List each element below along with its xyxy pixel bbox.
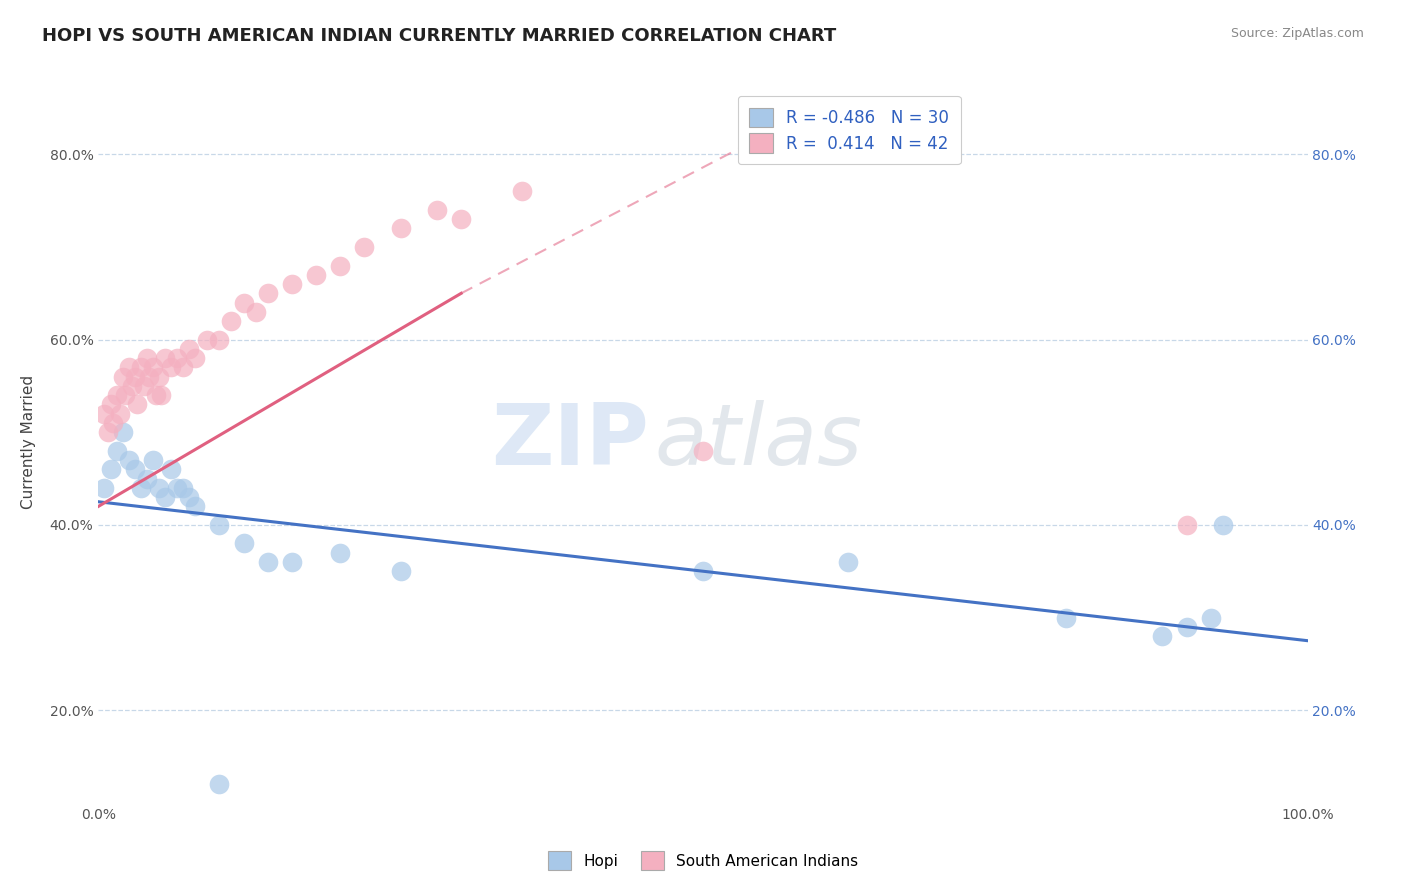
Point: [1152, 629, 1174, 643]
Point: [111, 369, 134, 384]
Point: [389, 564, 412, 578]
Point: [837, 555, 859, 569]
Point: [450, 212, 472, 227]
Point: [118, 360, 141, 375]
Text: Source: ZipAtlas.com: Source: ZipAtlas.com: [1230, 27, 1364, 40]
Point: [232, 295, 254, 310]
Point: [134, 379, 156, 393]
Point: [153, 490, 176, 504]
Point: [142, 360, 165, 375]
Point: [129, 481, 152, 495]
Point: [208, 777, 231, 791]
Point: [195, 333, 218, 347]
Point: [93, 407, 115, 421]
Point: [179, 490, 201, 504]
Point: [172, 360, 194, 375]
Point: [232, 536, 254, 550]
Point: [121, 379, 143, 393]
Point: [160, 462, 183, 476]
Point: [256, 286, 278, 301]
Point: [100, 397, 122, 411]
Text: HOPI VS SOUTH AMERICAN INDIAN CURRENTLY MARRIED CORRELATION CHART: HOPI VS SOUTH AMERICAN INDIAN CURRENTLY …: [42, 27, 837, 45]
Point: [108, 407, 131, 421]
Point: [426, 202, 449, 217]
Point: [208, 333, 231, 347]
Point: [101, 416, 124, 430]
Point: [281, 277, 304, 291]
Point: [100, 462, 122, 476]
Point: [166, 351, 188, 366]
Point: [93, 481, 115, 495]
Point: [281, 555, 304, 569]
Point: [97, 425, 120, 440]
Legend: R = -0.486   N = 30, R =  0.414   N = 42: R = -0.486 N = 30, R = 0.414 N = 42: [738, 95, 960, 164]
Point: [142, 453, 165, 467]
Point: [118, 453, 141, 467]
Point: [148, 481, 170, 495]
Point: [124, 369, 146, 384]
Point: [135, 472, 157, 486]
Point: [221, 314, 243, 328]
Point: [245, 305, 267, 319]
Point: [145, 388, 167, 402]
Point: [153, 351, 176, 366]
Point: [1175, 620, 1198, 634]
Point: [510, 185, 533, 199]
Point: [114, 388, 136, 402]
Point: [127, 397, 149, 411]
Point: [179, 342, 201, 356]
Point: [256, 555, 278, 569]
Point: [1054, 610, 1077, 624]
Point: [138, 369, 160, 384]
Point: [1199, 610, 1222, 624]
Point: [150, 388, 173, 402]
Point: [105, 443, 128, 458]
Point: [692, 564, 714, 578]
Point: [305, 268, 328, 282]
Point: [148, 369, 170, 384]
Text: ZIP: ZIP: [491, 400, 648, 483]
Point: [692, 443, 714, 458]
Point: [184, 500, 207, 514]
Point: [1175, 517, 1198, 532]
Point: [160, 360, 183, 375]
Legend: Hopi, South American Indians: Hopi, South American Indians: [541, 846, 865, 876]
Point: [184, 351, 207, 366]
Point: [166, 481, 188, 495]
Point: [124, 462, 146, 476]
Point: [135, 351, 157, 366]
Point: [389, 221, 412, 235]
Point: [1212, 517, 1234, 532]
Point: [329, 259, 352, 273]
Point: [208, 517, 231, 532]
Text: atlas: atlas: [655, 400, 863, 483]
Point: [329, 546, 352, 560]
Point: [172, 481, 194, 495]
Point: [111, 425, 134, 440]
Point: [129, 360, 152, 375]
Point: [353, 240, 375, 254]
Y-axis label: Currently Married: Currently Married: [21, 375, 35, 508]
Point: [105, 388, 128, 402]
